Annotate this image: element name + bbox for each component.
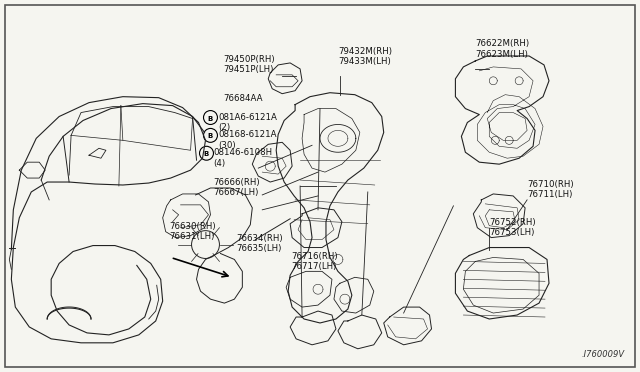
Text: 08168-6121A
(30): 08168-6121A (30)	[218, 131, 277, 150]
Text: B: B	[208, 116, 213, 122]
Text: 79432M(RH)
79433M(LH): 79432M(RH) 79433M(LH)	[338, 47, 392, 67]
Text: 76630(RH)
76631(LH): 76630(RH) 76631(LH)	[170, 222, 216, 241]
Text: 76622M(RH)
76623M(LH): 76622M(RH) 76623M(LH)	[476, 39, 529, 58]
Text: B: B	[208, 134, 213, 140]
Text: 76634(RH)
76635(LH): 76634(RH) 76635(LH)	[236, 234, 283, 253]
Text: B: B	[204, 151, 209, 157]
Text: 76752(RH)
76753(LH): 76752(RH) 76753(LH)	[489, 218, 536, 237]
Text: 081A6-6121A
(2): 081A6-6121A (2)	[218, 113, 277, 132]
Text: 08146-6108H
(4): 08146-6108H (4)	[214, 148, 273, 168]
Text: 76684AA: 76684AA	[223, 94, 263, 103]
Text: 79450P(RH)
79451P(LH): 79450P(RH) 79451P(LH)	[223, 55, 275, 74]
Text: .I760009V: .I760009V	[582, 350, 625, 359]
Text: 76716(RH)
76717(LH): 76716(RH) 76717(LH)	[291, 251, 338, 271]
Text: 76666(RH)
76667(LH): 76666(RH) 76667(LH)	[214, 178, 260, 198]
Text: 76710(RH)
76711(LH): 76710(RH) 76711(LH)	[527, 180, 573, 199]
